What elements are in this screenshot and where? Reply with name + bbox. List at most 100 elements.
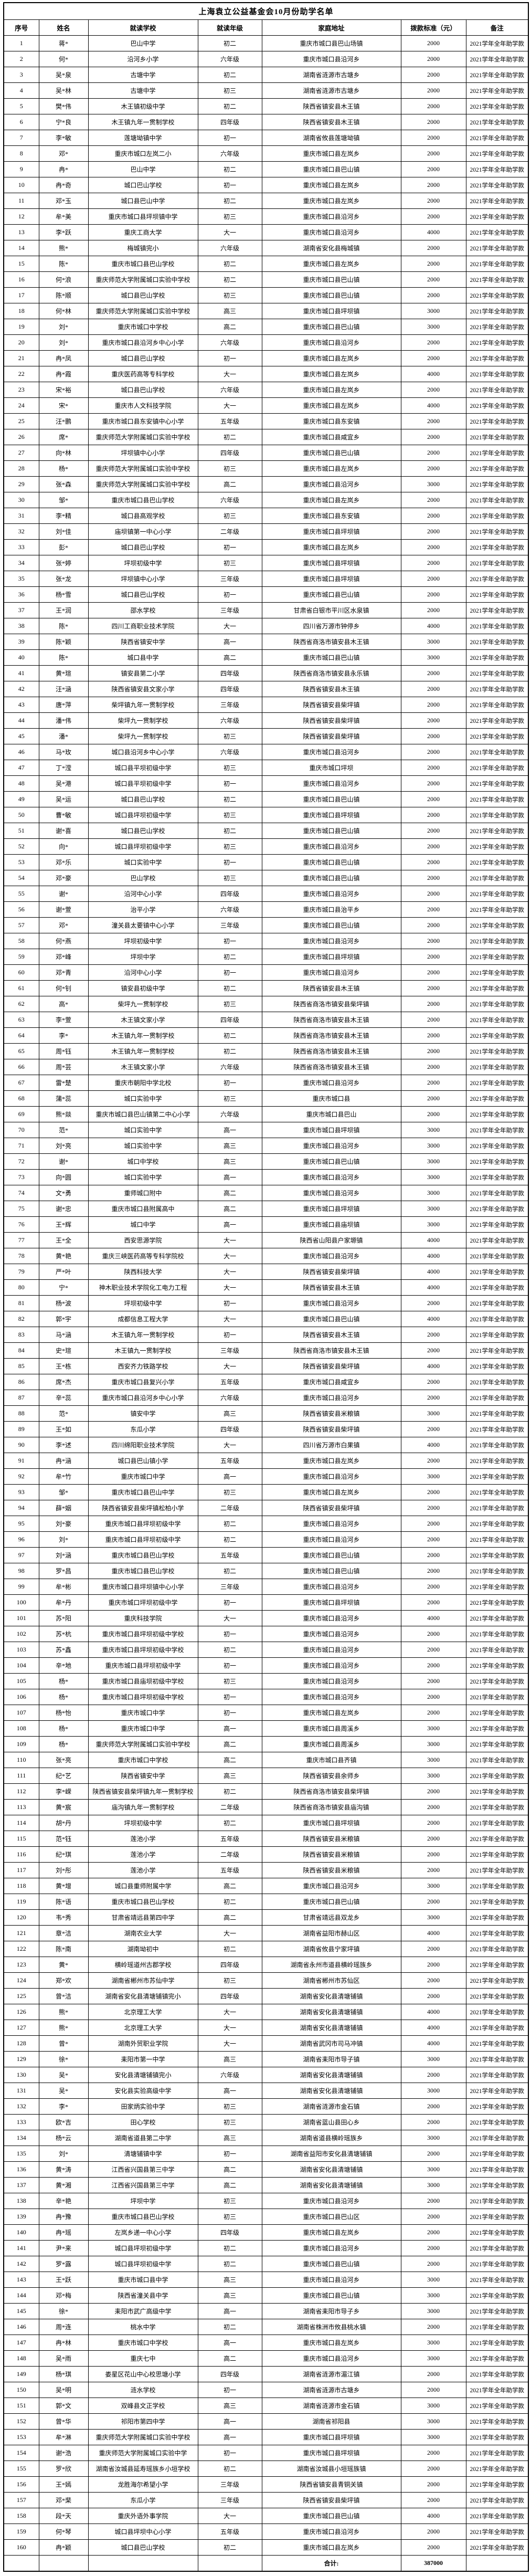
- cell-address: 重庆市城口县沿河乡: [261, 476, 401, 492]
- cell-school: 城口县坪坝初级中学: [88, 807, 198, 823]
- table-row: 65 周*钰 木王镇九年一贯制学校 初二 陕西省商洛市镇安县木王镇 2000 2021学年全…: [3, 1043, 529, 1059]
- cell-index: 25: [3, 413, 39, 429]
- cell-index: 146: [3, 2319, 39, 2335]
- cell-index: 78: [3, 1248, 39, 1264]
- cell-address: 重庆市城口县左岚乡: [261, 366, 401, 382]
- cell-address: 重庆市城口县巴山镇: [261, 823, 401, 839]
- cell-school: 重庆市城口中学校: [88, 319, 198, 335]
- cell-grade: 初一: [197, 130, 262, 146]
- cell-school: 东瓜小学: [88, 2492, 198, 2508]
- cell-school: 重庆市城口县沿河乡中心小学: [88, 1390, 198, 1406]
- cell-address: 重庆市城口县左岚乡: [261, 193, 401, 209]
- cell-index: 123: [3, 1957, 39, 1973]
- cell-amount: 3000: [400, 2429, 466, 2445]
- cell-note: 2021学年全年助学款: [465, 334, 529, 351]
- cell-note: 2021学年全年助学款: [465, 1153, 529, 1170]
- cell-grade: 高三: [197, 303, 262, 319]
- cell-name: 张*龙: [38, 571, 89, 587]
- cell-grade: 高二: [197, 2177, 262, 2193]
- cell-amount: 2000: [400, 744, 466, 760]
- cell-note: 2021学年全年助学款: [465, 634, 529, 650]
- table-row: 59 邓*峰 坪坝中学 初二 重庆市城口县坪坝镇 2000 2021学年全年助学款: [3, 949, 529, 965]
- cell-school: 城口县巴山学校: [88, 791, 198, 807]
- cell-address: 重庆市城口县沿河乡: [261, 1642, 401, 1658]
- cell-amount: 2000: [400, 571, 466, 587]
- cell-school: 柴坪九一贯制学校: [88, 996, 198, 1012]
- cell-grade: 高二: [197, 1736, 262, 1752]
- cell-note: 2021学年全年助学款: [465, 712, 529, 729]
- cell-name: 何*钊: [38, 980, 89, 996]
- cell-amount: 2000: [400, 1390, 466, 1406]
- cell-grade: 初二: [197, 271, 262, 288]
- cell-grade: 大一: [197, 366, 262, 382]
- table-row: 56 谢*萱 治平小学 六年级 重庆市城口县治平乡 2000 2021学年全年助学款: [3, 901, 529, 918]
- cell-school: 城口县巴山学校: [88, 586, 198, 603]
- cell-note: 2021学年全年助学款: [465, 161, 529, 177]
- cell-index: 118: [3, 1878, 39, 1894]
- cell-note: 2021学年全年助学款: [465, 1216, 529, 1233]
- cell-address: 重庆市城口县巴山镇: [261, 649, 401, 666]
- cell-school: 沿河中心小学: [88, 886, 198, 902]
- cell-amount: 3000: [400, 1138, 466, 1154]
- cell-index: 23: [3, 382, 39, 398]
- cell-index: 143: [3, 2272, 39, 2288]
- cell-note: 2021学年全年助学款: [465, 1720, 529, 1737]
- cell-school: 巴山中学: [88, 161, 198, 177]
- cell-grade: 初二: [197, 1815, 262, 1831]
- cell-index: 148: [3, 2350, 39, 2367]
- cell-name: 吴*林: [38, 82, 89, 99]
- cell-school: 重庆三峡医药高等专科学院校: [88, 1248, 198, 1264]
- cell-note: 2021学年全年助学款: [465, 1531, 529, 1548]
- cell-amount: 2000: [400, 2209, 466, 2225]
- cell-index: 26: [3, 429, 39, 445]
- cell-school: 柴坪九一贯制学校: [88, 712, 198, 729]
- cell-amount: 2000: [400, 1500, 466, 1516]
- cell-address: 湖南省耒阳市导子镇: [261, 2051, 401, 2067]
- cell-name: 马*玫: [38, 744, 89, 760]
- cell-amount: 2000: [400, 2224, 466, 2241]
- cell-address: 重庆市城口县沿河乡: [261, 1610, 401, 1626]
- cell-amount: 4000: [400, 1437, 466, 1453]
- cell-name: 纪*艺: [38, 1768, 89, 1784]
- cell-name: 谢*喜: [38, 823, 89, 839]
- table-row: 92 牟*竹 重庆市城口中学 高一 重庆市城口县沿河乡 3000 2021学年全年助学款: [3, 1468, 529, 1485]
- cell-school: 重庆市人文科技学院: [88, 397, 198, 414]
- cell-grade: 初一: [197, 933, 262, 949]
- cell-note: 2021学年全年助学款: [465, 1846, 529, 1863]
- cell-note: 2021学年全年助学款: [465, 2398, 529, 2414]
- cell-grade: 大一: [197, 397, 262, 414]
- cell-address: 重庆市城口县左岚乡: [261, 1453, 401, 1469]
- cell-amount: 2000: [400, 1846, 466, 1863]
- cell-grade: 初三: [197, 1484, 262, 1500]
- cell-name: 彭*: [38, 539, 89, 555]
- cell-name: 马*涵: [38, 1327, 89, 1343]
- cell-address: 陕西省镇安县木王镇: [261, 681, 401, 697]
- cell-name: 刘*佳: [38, 523, 89, 540]
- cell-index: 41: [3, 665, 39, 681]
- cell-index: 59: [3, 949, 39, 965]
- cell-address: 陕西省山阳县户家塬镇: [261, 1232, 401, 1248]
- table-row: 113 黄*宸 庙沟镇九年一贯制学校 二年级 陕西省商洛市镇安县庙沟镇 2000 2021学…: [3, 1799, 529, 1815]
- cell-address: 重庆市城口县沿河乡: [261, 838, 401, 855]
- cell-index: 113: [3, 1799, 39, 1815]
- table-row: 151 郭*文 双峰县文正学校 高三 湖南省涟源市金石镇 3000 2021学年全年助学款: [3, 2398, 529, 2414]
- cell-grade: 六年级: [197, 1059, 262, 1075]
- cell-school: 重庆师范大学附属城口实验中学: [88, 2445, 198, 2461]
- cell-address: 重庆市城口县巴山镇: [261, 1547, 401, 1563]
- cell-grade: 初一: [197, 1626, 262, 1642]
- cell-note: 2021学年全年助学款: [465, 775, 529, 792]
- cell-address: 陕西省镇安县柴坪镇: [261, 1358, 401, 1374]
- table-row: 19 刘* 重庆市城口中学校 高二 重庆市城口县巴山镇 3000 2021学年全年助学款: [3, 319, 529, 335]
- cell-index: 19: [3, 319, 39, 335]
- cell-name: 吴*港: [38, 775, 89, 792]
- cell-index: 42: [3, 681, 39, 697]
- cell-index: 4: [3, 82, 39, 99]
- cell-amount: 2000: [400, 728, 466, 744]
- cell-amount: 2000: [400, 870, 466, 886]
- table-row: 68 蒲*蕊 城口实验中学 初三 重庆市城口县 2000 2021学年全年助学款: [3, 1090, 529, 1107]
- cell-amount: 2000: [400, 51, 466, 67]
- cell-index: 88: [3, 1405, 39, 1422]
- cell-note: 2021学年全年助学款: [465, 2083, 529, 2099]
- cell-name: 杨*怡: [38, 1705, 89, 1721]
- cell-note: 2021学年全年助学款: [465, 303, 529, 319]
